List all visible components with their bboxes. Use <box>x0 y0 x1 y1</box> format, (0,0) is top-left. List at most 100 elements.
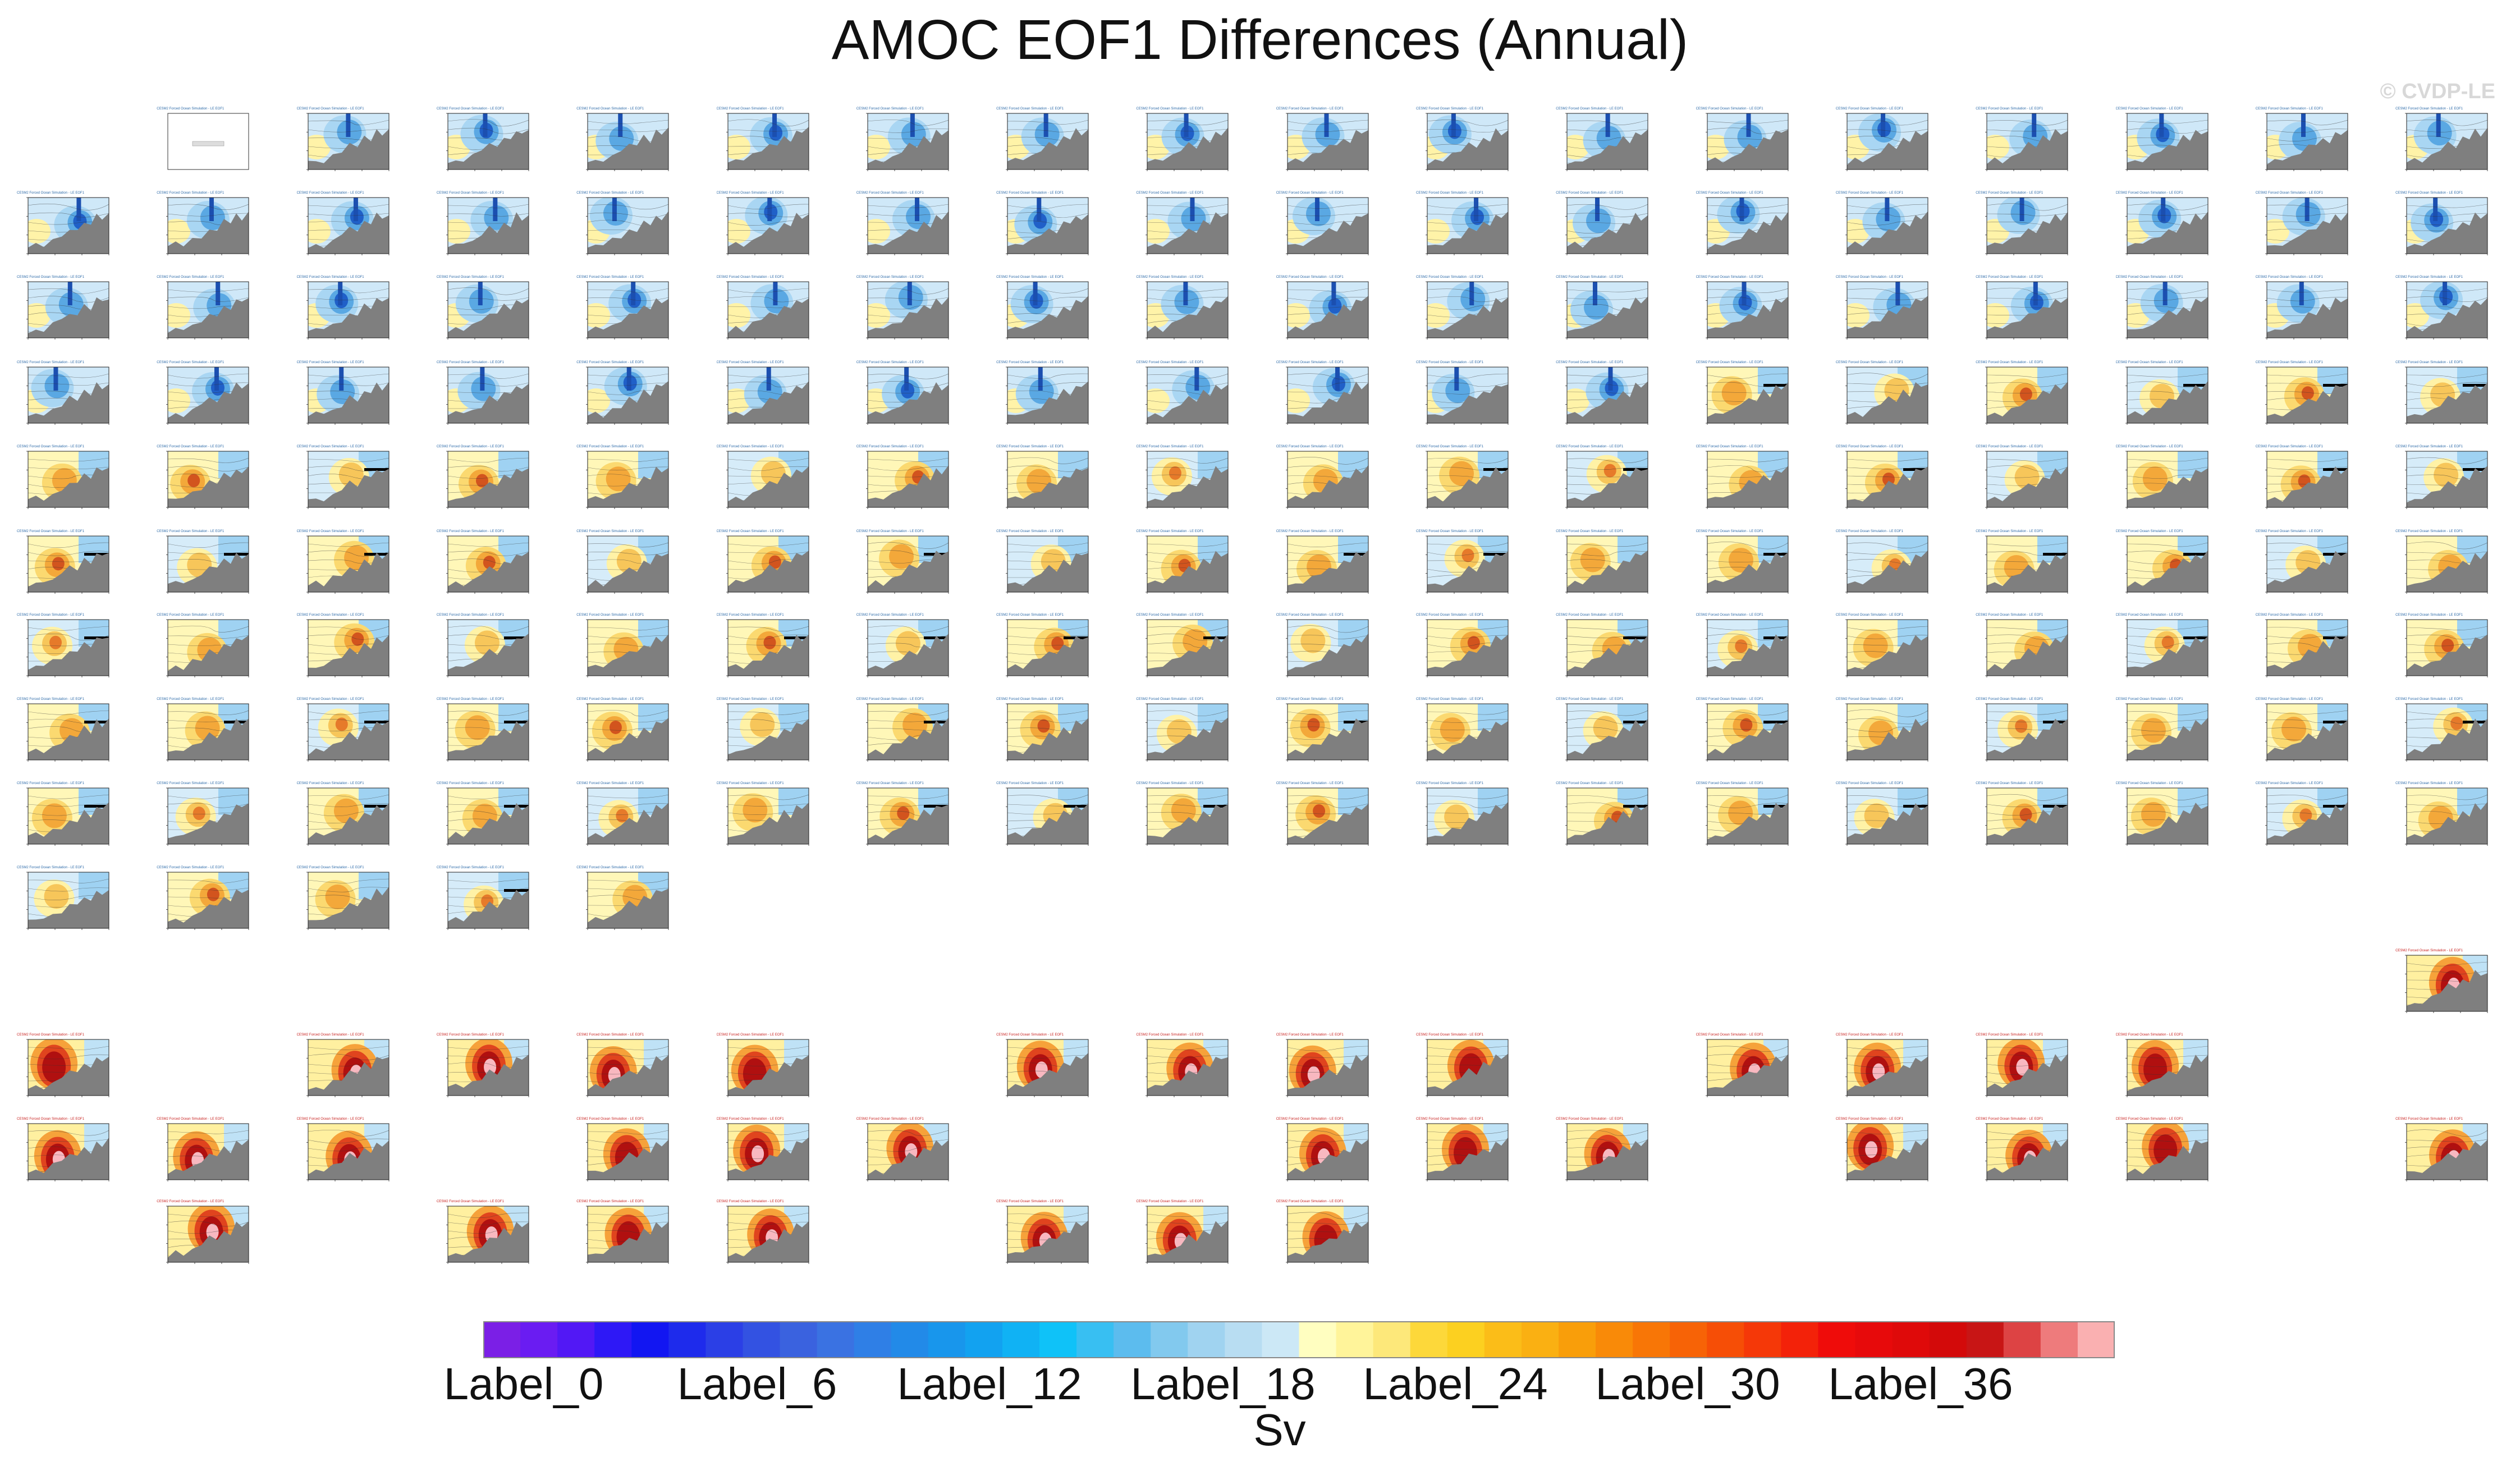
eof-panel: CESM2 Forced Ocean Simulation - LE EOF1 <box>296 275 391 347</box>
panel-plot <box>1426 281 1509 340</box>
panel-plot <box>306 281 390 340</box>
panel-title: CESM2 Forced Ocean Simulation - LE EOF1 <box>1136 1200 1204 1203</box>
eof-panel: CESM2 Forced Ocean Simulation - LE EOF1 <box>296 445 391 516</box>
panel-title: CESM2 Forced Ocean Simulation - LE EOF1 <box>1276 276 1344 279</box>
panel-title: CESM2 Forced Ocean Simulation - LE EOF1 <box>2395 530 2463 533</box>
panel-title: CESM2 Forced Ocean Simulation - LE EOF1 <box>296 191 364 195</box>
eof-panel: CESM2 Forced Ocean Simulation - LE EOF1 <box>436 1033 531 1105</box>
panel-plot <box>26 619 109 677</box>
eof-panel: CESM2 Forced Ocean Simulation - LE EOF1 <box>575 697 671 769</box>
panel-plot <box>2405 197 2488 255</box>
panel-plot <box>1285 703 1369 762</box>
eof-panel: CESM2 Forced Ocean Simulation - LE EOF1 <box>16 865 111 937</box>
panel-title: CESM2 Forced Ocean Simulation - LE EOF1 <box>1696 782 1763 785</box>
panel-title: CESM2 Forced Ocean Simulation - LE EOF1 <box>296 107 364 111</box>
panel-plot <box>2405 366 2488 425</box>
colorbar-swatch <box>1039 1321 1077 1358</box>
panel-plot <box>1985 1123 2068 1181</box>
panel-plot <box>1285 281 1369 340</box>
panel-plot <box>2405 787 2488 846</box>
eof-panel: CESM2 Forced Ocean Simulation - LE EOF1 <box>716 360 811 432</box>
panel-plot <box>26 535 109 594</box>
panel-title: CESM2 Forced Ocean Simulation - LE EOF1 <box>996 782 1064 785</box>
panel-title: CESM2 Forced Ocean Simulation - LE EOF1 <box>716 613 784 617</box>
panel-title: CESM2 Forced Ocean Simulation - LE EOF1 <box>2395 698 2463 701</box>
eof-panel: CESM2 Forced Ocean Simulation - LE EOF1 <box>1974 1033 2070 1105</box>
eof-panel: CESM2 Forced Ocean Simulation - LE EOF1 <box>16 697 111 769</box>
panel-title: CESM2 Forced Ocean Simulation - LE EOF1 <box>436 191 504 195</box>
eof-panel: CESM2 Forced Ocean Simulation - LE EOF1 <box>1135 529 1230 601</box>
eof-panel: CESM2 Forced Ocean Simulation - LE EOF1 <box>855 107 951 178</box>
eof-panel: CESM2 Forced Ocean Simulation - LE EOF1 <box>1135 191 1230 263</box>
eof-panel: CESM2 Forced Ocean Simulation - LE EOF1 <box>155 781 251 853</box>
panel-plot <box>2125 366 2208 425</box>
eof-panel: CESM2 Forced Ocean Simulation - LE EOF1 <box>436 1199 531 1271</box>
panel-title: CESM2 Forced Ocean Simulation - LE EOF1 <box>1696 361 1763 364</box>
colorbar-swatch <box>1484 1321 1522 1358</box>
panel-title: CESM2 Forced Ocean Simulation - LE EOF1 <box>996 191 1064 195</box>
panel-title: CESM2 Forced Ocean Simulation - LE EOF1 <box>2115 530 2183 533</box>
panel-title: CESM2 Forced Ocean Simulation - LE EOF1 <box>157 613 224 617</box>
eof-panel: CESM2 Forced Ocean Simulation - LE EOF1 <box>575 107 671 178</box>
eof-panel: CESM2 Forced Ocean Simulation - LE EOF1 <box>1135 697 1230 769</box>
panel-plot <box>306 113 390 171</box>
panel-plot <box>1845 281 1928 340</box>
panel-title: CESM2 Forced Ocean Simulation - LE EOF1 <box>2255 276 2323 279</box>
colorbar-swatch <box>1262 1321 1300 1358</box>
eof-panel: CESM2 Forced Ocean Simulation - LE EOF1 <box>1135 781 1230 853</box>
panel-plot <box>1565 451 1648 509</box>
panel-plot <box>726 535 809 594</box>
eof-panel: CESM2 Forced Ocean Simulation - LE EOF1 <box>1695 781 1790 853</box>
eof-panel: CESM2 Forced Ocean Simulation - LE EOF1 <box>855 191 951 263</box>
panel-plot <box>865 787 949 846</box>
panel-title: CESM2 Forced Ocean Simulation - LE EOF1 <box>1835 361 1903 364</box>
panel-plot <box>2125 535 2208 594</box>
panel-title: CESM2 Forced Ocean Simulation - LE EOF1 <box>1976 1117 2044 1121</box>
panel-title: CESM2 Forced Ocean Simulation - LE EOF1 <box>157 866 224 869</box>
eof-panel: CESM2 Forced Ocean Simulation - LE EOF1 <box>2394 949 2490 1020</box>
colorbar-swatch <box>891 1321 929 1358</box>
eof-panel: CESM2 Forced Ocean Simulation - LE EOF1 <box>2394 107 2490 178</box>
panel-plot <box>1565 535 1648 594</box>
panel-title: CESM2 Forced Ocean Simulation - LE EOF1 <box>2115 276 2183 279</box>
eof-panel: CESM2 Forced Ocean Simulation - LE EOF1 <box>995 781 1091 853</box>
panel-plot <box>2265 451 2348 509</box>
eof-panel: CESM2 Forced Ocean Simulation - LE EOF1 <box>855 445 951 516</box>
panel-title: CESM2 Forced Ocean Simulation - LE EOF1 <box>2115 613 2183 617</box>
panel-plot <box>865 281 949 340</box>
eof-panel: CESM2 Forced Ocean Simulation - LE EOF1 <box>575 781 671 853</box>
panel-plot <box>1006 1206 1089 1264</box>
eof-panel: CESM2 Forced Ocean Simulation - LE EOF1 <box>1835 613 1930 685</box>
panel-title: CESM2 Forced Ocean Simulation - LE EOF1 <box>856 276 924 279</box>
panel-title: CESM2 Forced Ocean Simulation - LE EOF1 <box>1136 698 1204 701</box>
eof-panel: CESM2 Forced Ocean Simulation - LE EOF1 <box>155 191 251 263</box>
panel-title: CESM2 Forced Ocean Simulation - LE EOF1 <box>2115 445 2183 448</box>
eof-panel: CESM2 Forced Ocean Simulation - LE EOF1 <box>1835 1117 1930 1189</box>
eof-panel: CESM2 Forced Ocean Simulation - LE EOF1 <box>1974 529 2070 601</box>
eof-panel: CESM2 Forced Ocean Simulation - LE EOF1 <box>1275 697 1371 769</box>
panel-plot <box>1705 535 1789 594</box>
panel-plot <box>1845 619 1928 677</box>
eof-panel: CESM2 Forced Ocean Simulation - LE EOF1 <box>155 697 251 769</box>
panel-plot <box>1146 703 1229 762</box>
panel-plot <box>726 787 809 846</box>
eof-panel: CESM2 Forced Ocean Simulation - LE EOF1 <box>2115 445 2210 516</box>
panel-plot <box>586 1206 669 1264</box>
eof-panel: CESM2 Forced Ocean Simulation - LE EOF1 <box>716 613 811 685</box>
panel-title: CESM2 Forced Ocean Simulation - LE EOF1 <box>1696 1033 1763 1037</box>
panel-title: CESM2 Forced Ocean Simulation - LE EOF1 <box>576 276 644 279</box>
panel-title: CESM2 Forced Ocean Simulation - LE EOF1 <box>157 530 224 533</box>
eof-panel: CESM2 Forced Ocean Simulation - LE EOF1 <box>436 781 531 853</box>
panel-title: CESM2 Forced Ocean Simulation - LE EOF1 <box>17 866 85 869</box>
panel-title: CESM2 Forced Ocean Simulation - LE EOF1 <box>1416 698 1484 701</box>
panel-title: CESM2 Forced Ocean Simulation - LE EOF1 <box>1976 530 2044 533</box>
panel-title: CESM2 Forced Ocean Simulation - LE EOF1 <box>1976 1033 2044 1037</box>
panel-title: CESM2 Forced Ocean Simulation - LE EOF1 <box>1835 276 1903 279</box>
panel-plot <box>1426 197 1509 255</box>
colorbar-swatch <box>1855 1321 1893 1358</box>
eof-panel: CESM2 Forced Ocean Simulation - LE EOF1 <box>155 1199 251 1271</box>
eof-panel: CESM2 Forced Ocean Simulation - LE EOF1 <box>1555 697 1650 769</box>
panel-plot <box>2125 1123 2208 1181</box>
panel-plot <box>1705 197 1789 255</box>
eof-panel: CESM2 Forced Ocean Simulation - LE EOF1 <box>2394 191 2490 263</box>
